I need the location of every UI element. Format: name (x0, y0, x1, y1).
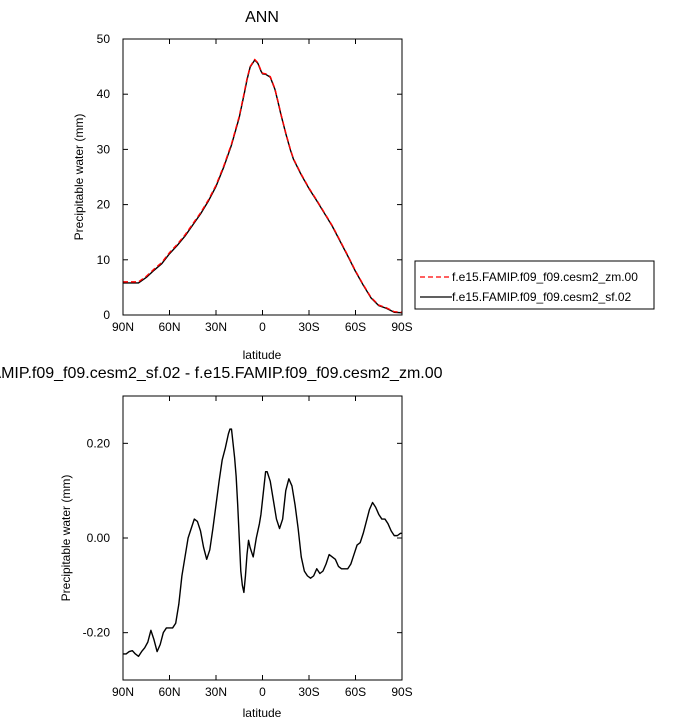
chart-bottom-title: f.e15.FAMIP.f09_f09.cesm2_sf.02 - f.e15.… (0, 365, 443, 382)
y-tick-label: 0 (103, 308, 110, 322)
chart-top-xlabel: latitude (243, 348, 282, 362)
series-line-0 (123, 428, 402, 658)
legend-box (414, 260, 655, 310)
chart-legend: f.e15.FAMIP.f09_f09.cesm2_zm.00 f.e15.FA… (414, 260, 655, 310)
y-tick-label: 10 (97, 253, 111, 267)
y-tick-label: 20 (97, 198, 111, 212)
x-tick-label: 30N (205, 685, 227, 699)
x-tick-label: 60S (345, 685, 366, 699)
chart-top-frame (122, 38, 403, 316)
chart-bottom-frame (122, 395, 403, 681)
y-tick-label: 30 (97, 142, 111, 156)
x-tick-label: 30N (205, 320, 227, 334)
legend-entry-sf: f.e15.FAMIP.f09_f09.cesm2_sf.02 (452, 290, 632, 304)
chart-bottom-xlabel: latitude (243, 706, 282, 720)
series-line-1 (123, 59, 403, 314)
x-tick-label: 90N (112, 685, 134, 699)
x-tick-label: 90S (391, 320, 412, 334)
x-tick-label: 60S (345, 320, 366, 334)
x-tick-label: 0 (259, 685, 266, 699)
x-tick-label: 90N (112, 320, 134, 334)
y-tick-label: 0.00 (87, 531, 111, 545)
y-tick-label: -0.20 (83, 626, 111, 640)
chart-top-ticks: 90N 60N 30N 0 30S 60S 90S 0 10 20 30 40 50 (97, 32, 413, 334)
x-tick-label: 60N (158, 685, 180, 699)
y-tick-label: 0.20 (87, 436, 111, 450)
chart-top-title: ANN (245, 9, 279, 26)
y-tick-label: 40 (97, 87, 111, 101)
chart-bottom-series (123, 428, 402, 658)
chart-top: ANN 90N 60N 30N 0 30S 60S 90S 0 10 20 30 40 50 latit… (72, 9, 413, 362)
x-tick-label: 30S (298, 320, 319, 334)
chart-top-ylabel: Precipitable water (mm) (72, 114, 86, 241)
chart-top-series (123, 58, 403, 314)
x-tick-label: 0 (259, 320, 266, 334)
x-tick-label: 60N (158, 320, 180, 334)
series-line-0 (123, 58, 403, 313)
chart-bottom-ticks: 90N 60N 30N 0 30S 60S 90S -0.20 0.00 0.20 (83, 396, 413, 699)
x-tick-label: 30S (298, 685, 319, 699)
legend-entry-zm: f.e15.FAMIP.f09_f09.cesm2_zm.00 (452, 270, 638, 284)
x-tick-label: 90S (391, 685, 412, 699)
chart-bottom: f.e15.FAMIP.f09_f09.cesm2_sf.02 - f.e15.… (0, 365, 443, 720)
y-tick-label: 50 (97, 32, 111, 46)
chart-bottom-ylabel: Precipitable water (mm) (59, 475, 73, 602)
